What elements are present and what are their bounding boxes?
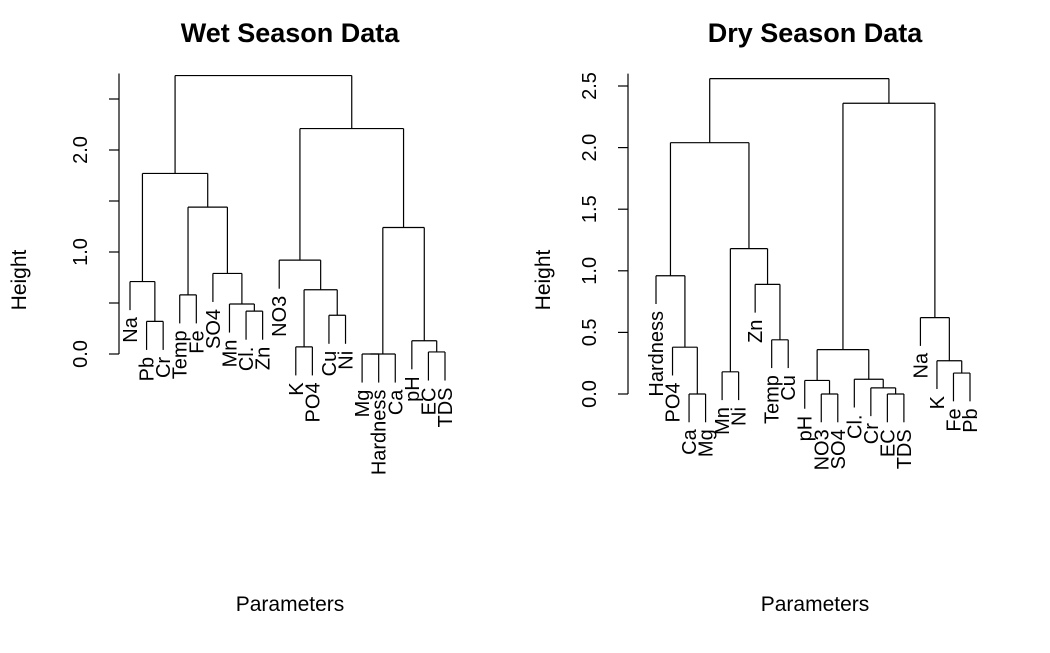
y-axis-label: Height <box>8 249 31 310</box>
y-axis: 0.0 1.0 2.0 <box>70 73 120 368</box>
leaf-label: PO4 <box>302 382 324 422</box>
leaf-label: Hardness <box>369 390 391 476</box>
leaf-label: TDS <box>894 429 916 469</box>
dendrogram-branches <box>129 74 446 383</box>
leaf-label: Cl. <box>236 347 258 371</box>
y-axis: 0.0 0.5 1.0 1.5 2.0 2.5 <box>579 72 629 408</box>
leaf-label: K <box>927 395 949 409</box>
leaf-label: Ni <box>336 351 358 370</box>
leaf-label: NO3 <box>269 296 291 337</box>
leaf-label: PO4 <box>663 382 685 422</box>
leaf-label: Fe <box>186 330 208 353</box>
y-tick-label: 0.5 <box>579 318 601 346</box>
leaf-label: pH <box>795 416 817 442</box>
dendrogram-branches <box>655 78 971 423</box>
y-tick-label: 2.5 <box>579 72 601 100</box>
leaf-label: pH <box>402 376 424 402</box>
leaf-label: Na <box>910 352 932 378</box>
dry-season-panel: Dry Season Data Parameters Height 0.0 0.5… <box>532 18 982 616</box>
leaf-label: EC <box>877 429 899 457</box>
y-axis-label: Height <box>532 249 555 310</box>
leaf-label: Temp <box>762 375 784 424</box>
y-tick-label: 1.0 <box>579 257 601 285</box>
y-tick-label: 1.0 <box>70 238 92 266</box>
leaf-label: EC <box>418 388 440 416</box>
leaf-label: Cl. <box>844 415 866 439</box>
y-tick-label: 0.0 <box>70 340 92 368</box>
y-tick-label: 1.5 <box>579 195 601 223</box>
y-tick-label: 2.0 <box>579 134 601 162</box>
leaf-label: Cr <box>861 423 883 444</box>
x-axis-label: Parameters <box>236 593 345 616</box>
leaf-label: Zn <box>745 320 767 343</box>
leaf-label: Mg <box>352 390 374 418</box>
y-tick-label: 0.0 <box>579 380 601 408</box>
leaf-label: Ca <box>385 389 407 415</box>
leaf-label: Pb <box>137 357 159 381</box>
leaf-label: Mn <box>219 340 241 368</box>
leaf-label: Fe <box>943 408 965 431</box>
leaf-label: SO4 <box>828 429 850 469</box>
leaf-label: Mn <box>712 407 734 435</box>
leaf-label: Mg <box>696 429 718 457</box>
leaf-label: Ca <box>679 428 701 454</box>
y-tick-label: 2.0 <box>70 136 92 164</box>
leaf-label: Pb <box>960 408 982 432</box>
leaf-label: TDS <box>435 388 457 428</box>
chart-title: Dry Season Data <box>708 18 924 48</box>
leaf-label: Cr <box>153 357 175 378</box>
leaf-label: Hardness <box>646 311 668 397</box>
leaf-label: Ni <box>729 407 751 426</box>
leaf-label: K <box>286 382 308 396</box>
x-axis-label: Parameters <box>761 593 870 616</box>
leaf-label: Cu <box>778 375 800 401</box>
chart-title: Wet Season Data <box>181 18 401 48</box>
leaf-label: Temp <box>170 330 192 379</box>
leaf-label: SO4 <box>203 309 225 349</box>
leaf-label: NO3 <box>811 429 833 470</box>
wet-season-panel: Wet Season Data Parameters Height 0.0 1.0… <box>8 18 457 616</box>
leaf-label: Cu <box>319 351 341 377</box>
leaf-label: Na <box>120 316 142 342</box>
leaf-label: Zn <box>253 347 275 370</box>
